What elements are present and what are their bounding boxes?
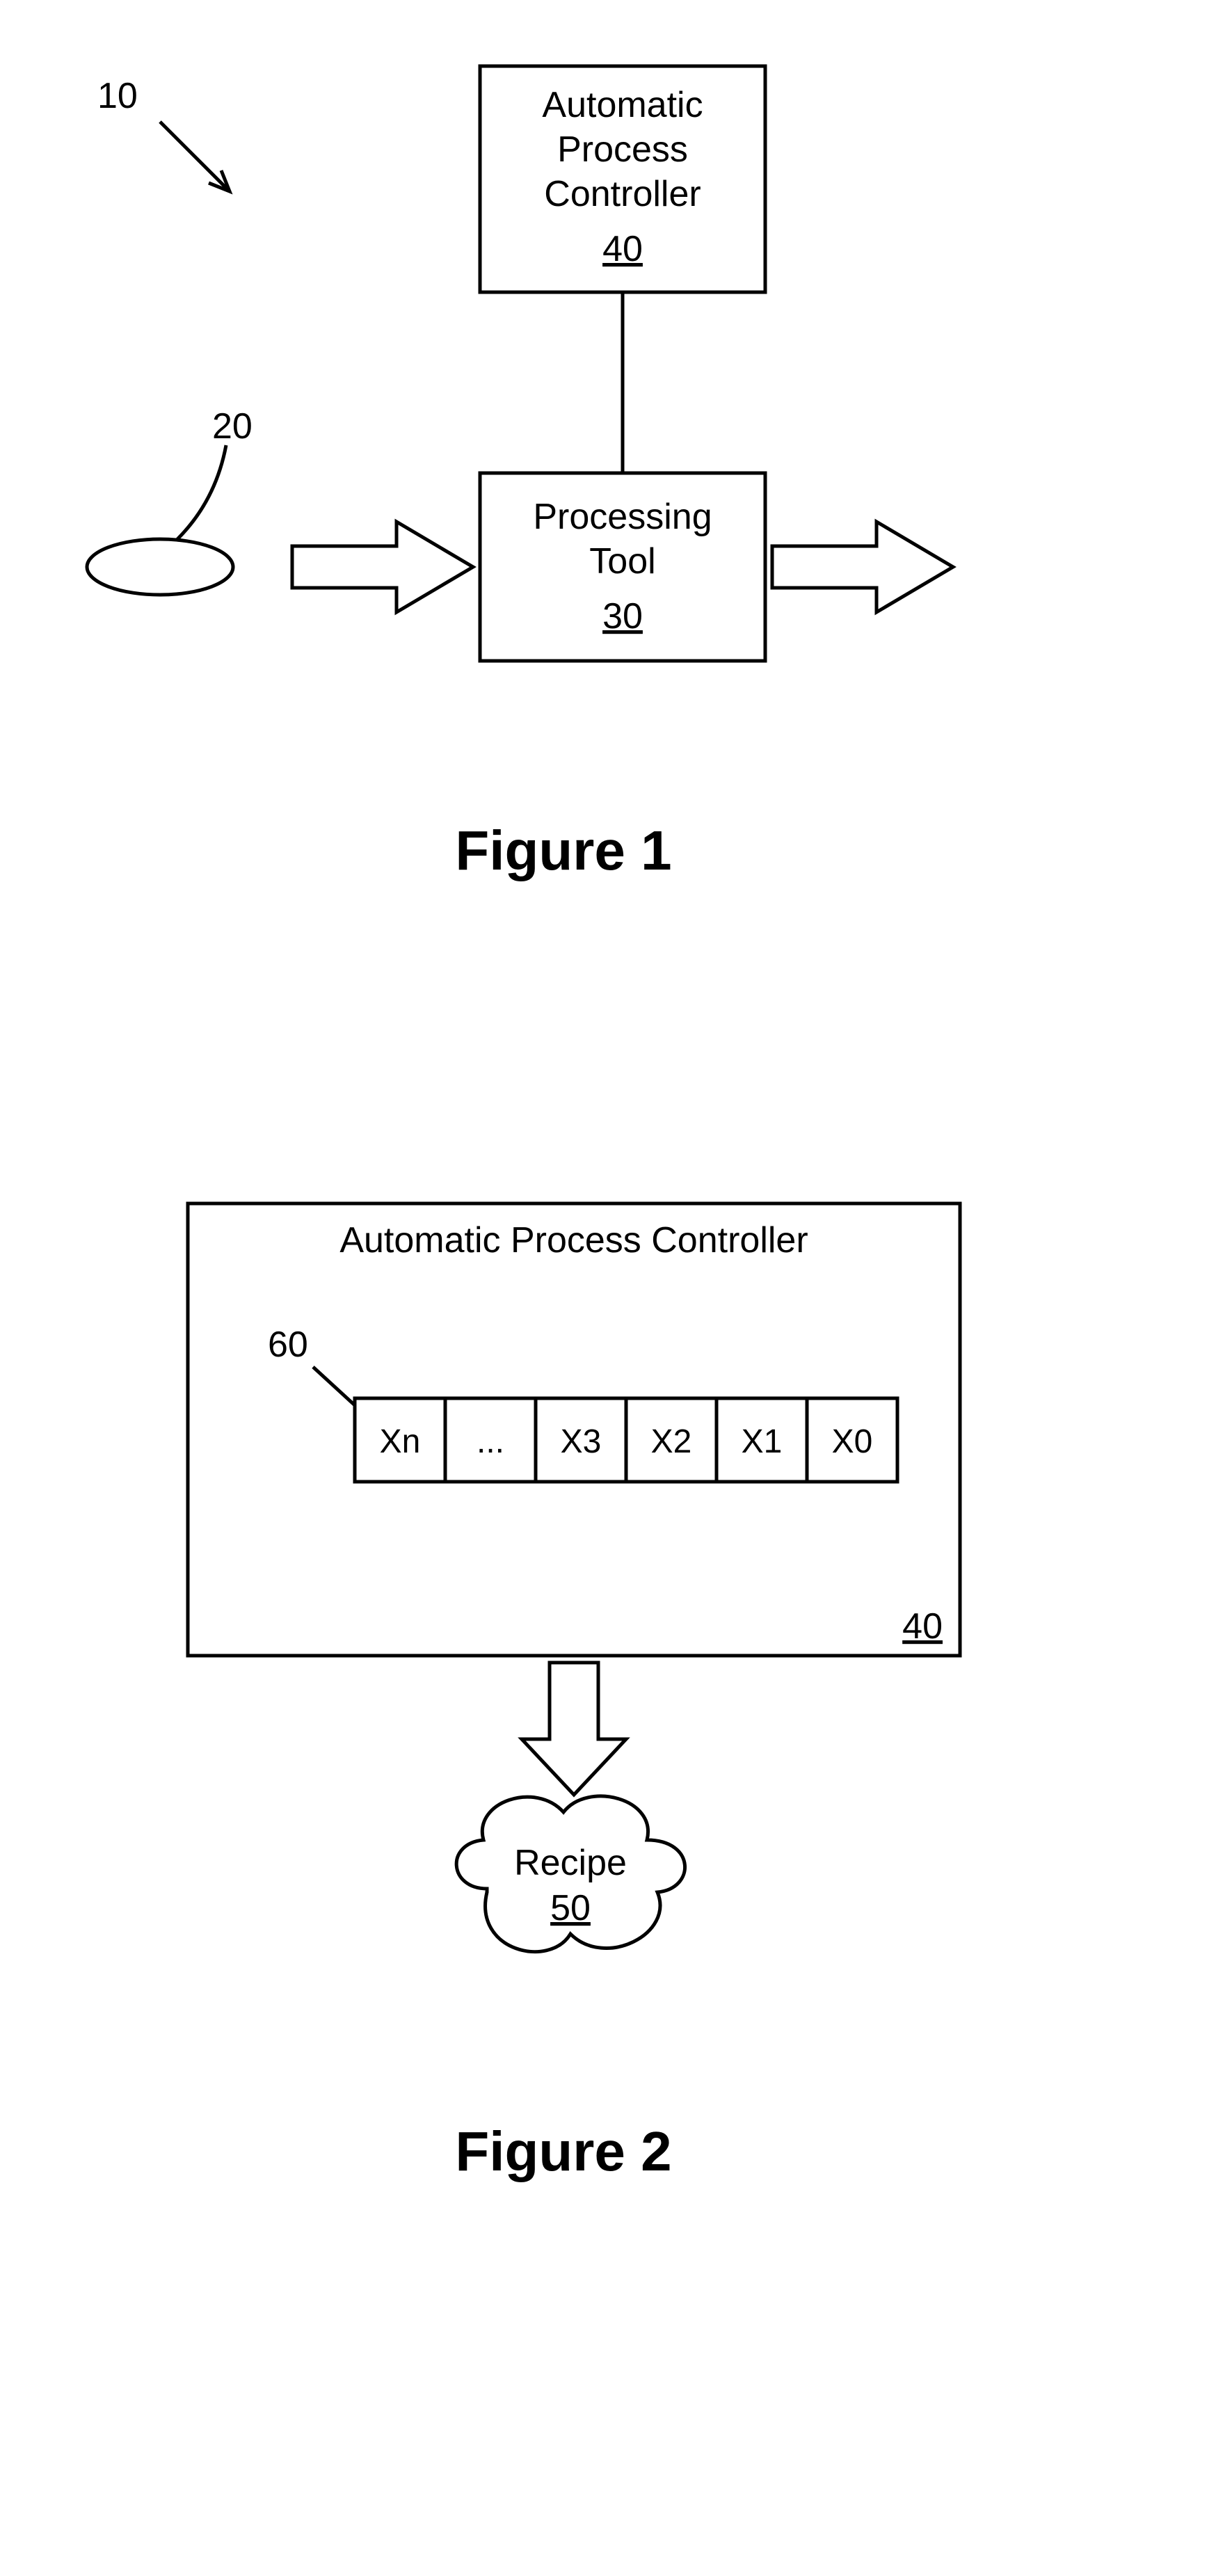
queue-cell-0: Xn bbox=[380, 1423, 421, 1460]
tool-ref: 30 bbox=[602, 596, 643, 637]
tool-line2: Tool bbox=[589, 541, 655, 582]
queue-ref-label: 60 bbox=[268, 1325, 308, 1365]
controller-ref: 40 bbox=[602, 229, 643, 269]
controller-line2: Process bbox=[557, 129, 688, 170]
controller-line3: Controller bbox=[544, 174, 701, 214]
queue-cell-2: X3 bbox=[561, 1423, 602, 1460]
queue-cell-3: X2 bbox=[651, 1423, 692, 1460]
wafer-ref-label: 20 bbox=[212, 406, 253, 447]
system-ref-label: 10 bbox=[97, 76, 138, 116]
figure2-title: Figure 2 bbox=[455, 2120, 671, 2182]
background bbox=[0, 0, 1232, 2573]
queue-cell-4: X1 bbox=[742, 1423, 783, 1460]
tool-line1: Processing bbox=[533, 497, 712, 537]
diagram-canvas: 10 Automatic Process Controller 40 20 Pr… bbox=[0, 0, 1232, 2573]
recipe-ref: 50 bbox=[550, 1888, 591, 1928]
controller-ref-2: 40 bbox=[902, 1606, 943, 1647]
recipe-label: Recipe bbox=[514, 1843, 627, 1883]
queue-cell-5: X0 bbox=[832, 1423, 873, 1460]
figure1-title: Figure 1 bbox=[455, 819, 671, 881]
controller-line1: Automatic bbox=[542, 85, 703, 125]
queue-cell-1: ... bbox=[477, 1423, 504, 1460]
controller-title-2: Automatic Process Controller bbox=[339, 1220, 808, 1261]
